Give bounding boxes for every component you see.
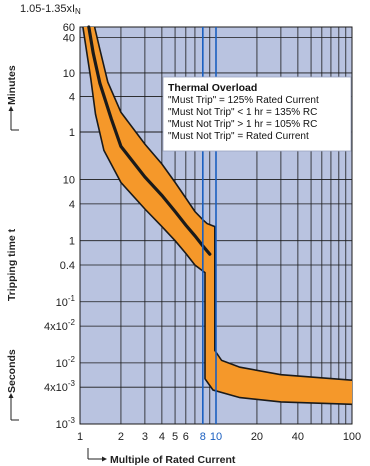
legend-box [162,76,352,152]
y-tick-label: 60 [63,22,75,34]
legend-title: Thermal Overload [168,82,257,94]
x-tick-label: 40 [292,431,304,443]
band-lower-edge [82,26,353,406]
seconds-label: Seconds [6,349,18,393]
y-tick-label: 40 [63,32,75,44]
y-tick-label: 4 [69,91,75,103]
x-tick-label: 2 [118,431,124,443]
y-tick-label: 10-3 [56,416,76,431]
x-tick-labels: 1 2 3 4 5 6 8 10 20 40 100 [77,431,361,443]
minutes-axis-label: Minutes [6,65,19,131]
y-tick-label: 10 [63,68,75,80]
y-axis-title: Tripping time t [6,228,18,301]
legend-line: "Must Not Trip" < 1 hr = 135% RC [168,107,317,118]
minutes-label: Minutes [6,65,18,105]
legend-line: "Must Trip" = 125% Rated Current [168,95,319,106]
x-axis-title-group: Multiple of Rated Current [87,448,236,466]
x-tick-label: 100 [343,431,361,443]
y-tick-label: 4x10-2 [44,318,76,333]
y-tick-exponent: -3 [68,379,76,388]
top-label: 1.05-1.35xIN [20,3,81,16]
y-tick-base: 10 [56,419,68,431]
x-tick-label: 1 [77,431,83,443]
trip-band-group [82,25,353,406]
legend-line: "Must Not Trip" = Rated Current [168,131,309,142]
y-tick-label: 10-1 [56,294,76,309]
x-tick-label: 20 [251,431,263,443]
y-tick-label: 4x10-3 [44,379,76,394]
y-tick-label: 1 [69,236,75,248]
seconds-arrow-head [8,393,14,398]
minutes-arrow-head [8,106,14,111]
y-tick-label: 0.4 [60,260,75,272]
y-tick-exponent: -2 [68,318,76,327]
legend-line: "Must Not Trip" > 1 hr = 105% RC [168,119,317,130]
x-tick-label: 4 [159,431,165,443]
x-tick-label: 3 [142,431,148,443]
y-tick-label: 10 [63,175,75,187]
y-tick-label: 1 [69,127,75,139]
top-label-sub: N [75,7,81,16]
y-tick-label: 4 [69,199,75,211]
x-tick-label: 10 [210,431,222,443]
x-tick-label: 6 [183,431,189,443]
y-tick-label: 10-2 [56,355,76,370]
band-upper-edge [93,26,353,381]
y-tick-exponent: -1 [68,294,76,303]
y-tick-base: 4x10 [44,321,68,333]
y-tick-exponent: -2 [68,355,76,364]
y-tick-base: 10 [56,358,68,370]
y-tick-base: 4x10 [44,382,68,394]
x-axis-title: Multiple of Rated Current [110,454,236,466]
x-arrow-head [102,456,107,462]
seconds-axis-label: Seconds [6,349,19,421]
mean-trip-curve [87,25,212,256]
y-tick-base: 10 [56,297,68,309]
legend: Thermal Overload"Must Trip" = 125% Rated… [162,76,352,152]
y-tick-exponent: -3 [68,416,76,425]
x-tick-label: 8 [200,431,206,443]
x-tick-label: 5 [172,431,178,443]
top-label-main: 1.05-1.35xI [20,3,75,15]
